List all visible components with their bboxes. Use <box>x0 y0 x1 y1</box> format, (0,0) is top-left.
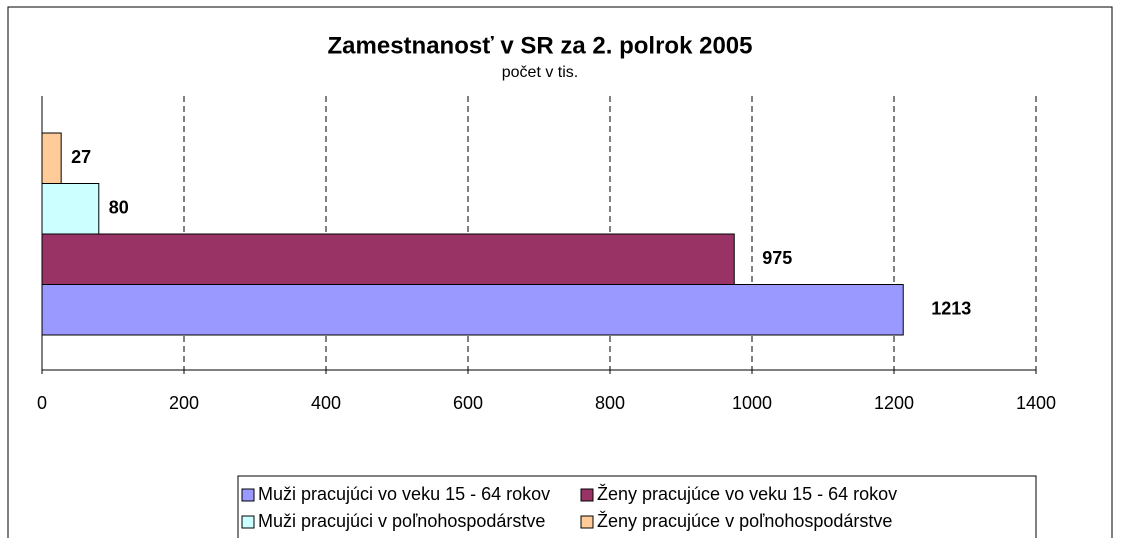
data-label: 975 <box>762 248 792 268</box>
data-label: 27 <box>71 147 91 167</box>
x-tick-label: 1400 <box>1016 393 1056 413</box>
legend-swatch <box>580 488 594 502</box>
legend-swatch <box>241 488 255 502</box>
data-label: 80 <box>109 198 129 218</box>
data-label: 1213 <box>931 299 971 319</box>
bar <box>41 284 904 336</box>
x-tick-label: 600 <box>453 393 483 413</box>
x-tick-label: 0 <box>37 393 47 413</box>
legend-swatch <box>241 515 255 529</box>
legend-label: Muži pracujúci vo veku 15 - 64 rokov <box>258 484 550 504</box>
x-tick-label: 800 <box>595 393 625 413</box>
legend-label: Ženy pracujúce vo veku 15 - 64 rokov <box>597 484 897 504</box>
legend-swatch <box>580 515 594 529</box>
legend-label: Ženy pracujúce v poľnohospodárstve <box>597 511 892 531</box>
x-tick-label: 1000 <box>732 393 772 413</box>
bar <box>41 233 735 285</box>
legend-label: Muži pracujúci v poľnohospodárstve <box>258 511 545 531</box>
x-tick-label: 200 <box>169 393 199 413</box>
chart-frame <box>7 6 1113 538</box>
x-tick-label: 400 <box>311 393 341 413</box>
x-tick-label: 1200 <box>874 393 914 413</box>
bar <box>41 183 100 235</box>
chart-subtitle: počet v tis. <box>502 64 578 81</box>
bar <box>41 132 62 184</box>
chart-title: Zamestnanosť v SR za 2. polrok 2005 <box>328 32 753 59</box>
legend-box <box>237 475 1037 538</box>
